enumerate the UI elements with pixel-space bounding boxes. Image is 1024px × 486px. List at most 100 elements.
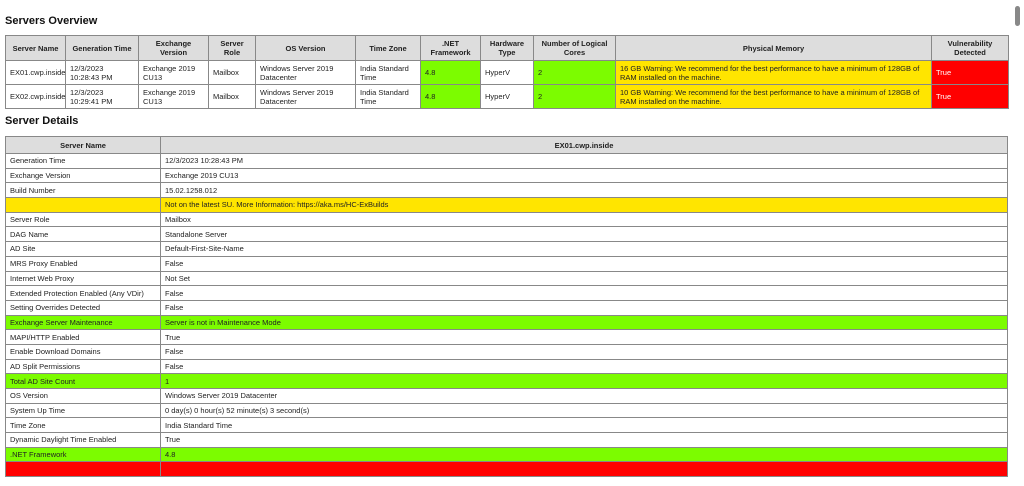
- detail-value: [160, 461, 1008, 478]
- table-cell[interactable]: EX01.cwp.inside: [5, 60, 66, 85]
- detail-row: [5, 461, 1008, 478]
- detail-label: Exchange Server Maintenance: [5, 314, 161, 331]
- detail-value: False: [160, 299, 1008, 316]
- table-row: EX02.cwp.inside 12/3/2023 10:29:41 PM Exch…: [5, 84, 1009, 109]
- detail-row: Setting Overrides Detected False: [5, 299, 1008, 316]
- table-cell: 12/3/2023 10:29:41 PM: [65, 84, 139, 109]
- detail-label: MRS Proxy Enabled: [5, 255, 161, 272]
- column-header: Generation Time: [65, 35, 139, 61]
- detail-label: MAPI/HTTP Enabled: [5, 329, 161, 345]
- detail-label: Time Zone: [5, 417, 161, 434]
- table-cell: Windows Server 2019 Datacenter: [255, 60, 356, 85]
- detail-value: Standalone Server: [160, 226, 1008, 243]
- detail-value: False: [160, 285, 1008, 301]
- table-cell: Mailbox: [208, 84, 256, 109]
- detail-label: AD Split Permissions: [5, 358, 161, 375]
- detail-value: 12/3/2023 10:28:43 PM: [160, 153, 1008, 169]
- detail-value: Server is not in Maintenance Mode: [160, 314, 1008, 331]
- column-header: Exchange Version: [138, 35, 209, 61]
- table-cell: Exchange 2019 CU13: [138, 60, 209, 85]
- table-cell: 2: [533, 60, 616, 85]
- column-header: Server Role: [208, 35, 256, 61]
- detail-row: System Up Time 0 day(s) 0 hour(s) 52 minu…: [5, 402, 1008, 419]
- detail-value: False: [160, 255, 1008, 272]
- detail-label: Setting Overrides Detected: [5, 299, 161, 316]
- detail-value: 0 day(s) 0 hour(s) 52 minute(s) 3 second…: [160, 402, 1008, 419]
- detail-row: DAG Name Standalone Server: [5, 226, 1008, 243]
- detail-value: True: [160, 432, 1008, 448]
- table-cell: 4.8: [420, 84, 481, 109]
- detail-label: Server Role: [5, 211, 161, 228]
- detail-label: Enable Download Domains: [5, 343, 161, 360]
- detail-row: Extended Protection Enabled (Any VDir) Fa…: [5, 285, 1008, 301]
- detail-value: 15.02.1258.012: [160, 182, 1008, 199]
- table-cell: 10 GB Warning: We recommend for the best…: [615, 84, 932, 109]
- column-header: Number of Logical Cores: [533, 35, 616, 61]
- detail-label: .NET Framework: [5, 446, 161, 463]
- column-header: Hardware Type: [480, 35, 534, 61]
- table-cell: Windows Server 2019 Datacenter: [255, 84, 356, 109]
- detail-row: Total AD Site Count 1: [5, 373, 1008, 389]
- detail-value: India Standard Time: [160, 417, 1008, 434]
- detail-row: MAPI/HTTP Enabled True: [5, 329, 1008, 345]
- detail-label: Build Number: [5, 182, 161, 199]
- detail-label: OS Version: [5, 388, 161, 404]
- server-details-table: Server Name EX01.cwp.inside Generation Ti…: [5, 136, 1008, 478]
- detail-row: Exchange Version Exchange 2019 CU13: [5, 167, 1008, 184]
- table-cell: True: [931, 84, 1009, 109]
- scrollbar[interactable]: [1015, 0, 1021, 486]
- scrollbar-thumb[interactable]: [1015, 6, 1020, 26]
- column-header: Physical Memory: [615, 35, 932, 61]
- detail-row: AD Site Default-First-Site-Name: [5, 241, 1008, 257]
- detail-row: Server Role Mailbox: [5, 211, 1008, 228]
- detail-row: .NET Framework 4.8: [5, 446, 1008, 463]
- column-header: Server Name: [5, 35, 66, 61]
- detail-row: Enable Download Domains False: [5, 343, 1008, 360]
- table-cell: True: [931, 60, 1009, 85]
- detail-value: Mailbox: [160, 211, 1008, 228]
- detail-value: Not Set: [160, 270, 1008, 287]
- table-cell: India Standard Time: [355, 84, 421, 109]
- detail-label: DAG Name: [5, 226, 161, 243]
- detail-label: Generation Time: [5, 153, 161, 169]
- detail-row: MRS Proxy Enabled False: [5, 255, 1008, 272]
- detail-value: False: [160, 343, 1008, 360]
- detail-value: False: [160, 358, 1008, 375]
- detail-label: Internet Web Proxy: [5, 270, 161, 287]
- detail-row: Time Zone India Standard Time: [5, 417, 1008, 434]
- detail-label: [5, 197, 161, 213]
- column-header: Time Zone: [355, 35, 421, 61]
- detail-label: [5, 461, 161, 478]
- servers-overview-title: Servers Overview: [5, 15, 98, 27]
- detail-label: Extended Protection Enabled (Any VDir): [5, 285, 161, 301]
- detail-value: Exchange 2019 CU13: [160, 167, 1008, 184]
- detail-value: Windows Server 2019 Datacenter: [160, 388, 1008, 404]
- table-cell: 16 GB Warning: We recommend for the best…: [615, 60, 932, 85]
- table-cell: 4.8: [420, 60, 481, 85]
- detail-row: AD Split Permissions False: [5, 358, 1008, 375]
- column-header: Vulnerability Detected: [931, 35, 1009, 61]
- column-header: .NET Framework: [420, 35, 481, 61]
- column-header: Server Name: [5, 136, 161, 154]
- detail-label: Total AD Site Count: [5, 373, 161, 389]
- detail-row: OS Version Windows Server 2019 Datacenter: [5, 388, 1008, 404]
- table-cell: HyperV: [480, 84, 534, 109]
- detail-row: Build Number 15.02.1258.012: [5, 182, 1008, 199]
- detail-value: Not on the latest SU. More Information: …: [160, 197, 1008, 213]
- table-cell: 12/3/2023 10:28:43 PM: [65, 60, 139, 85]
- detail-label: AD Site: [5, 241, 161, 257]
- table-cell: 2: [533, 84, 616, 109]
- table-cell[interactable]: EX02.cwp.inside: [5, 84, 66, 109]
- detail-label: Exchange Version: [5, 167, 161, 184]
- detail-row: Generation Time 12/3/2023 10:28:43 PM: [5, 153, 1008, 169]
- detail-label: System Up Time: [5, 402, 161, 419]
- detail-label: Dynamic Daylight Time Enabled: [5, 432, 161, 448]
- table-cell: Exchange 2019 CU13: [138, 84, 209, 109]
- table-cell: India Standard Time: [355, 60, 421, 85]
- table-cell: HyperV: [480, 60, 534, 85]
- detail-row: Internet Web Proxy Not Set: [5, 270, 1008, 287]
- detail-row: Not on the latest SU. More Information: …: [5, 197, 1008, 213]
- detail-value: Default-First-Site-Name: [160, 241, 1008, 257]
- servers-overview-table: Server Name Generation Time Exchange Versi…: [5, 35, 1009, 109]
- detail-row: Exchange Server Maintenance Server is not…: [5, 314, 1008, 331]
